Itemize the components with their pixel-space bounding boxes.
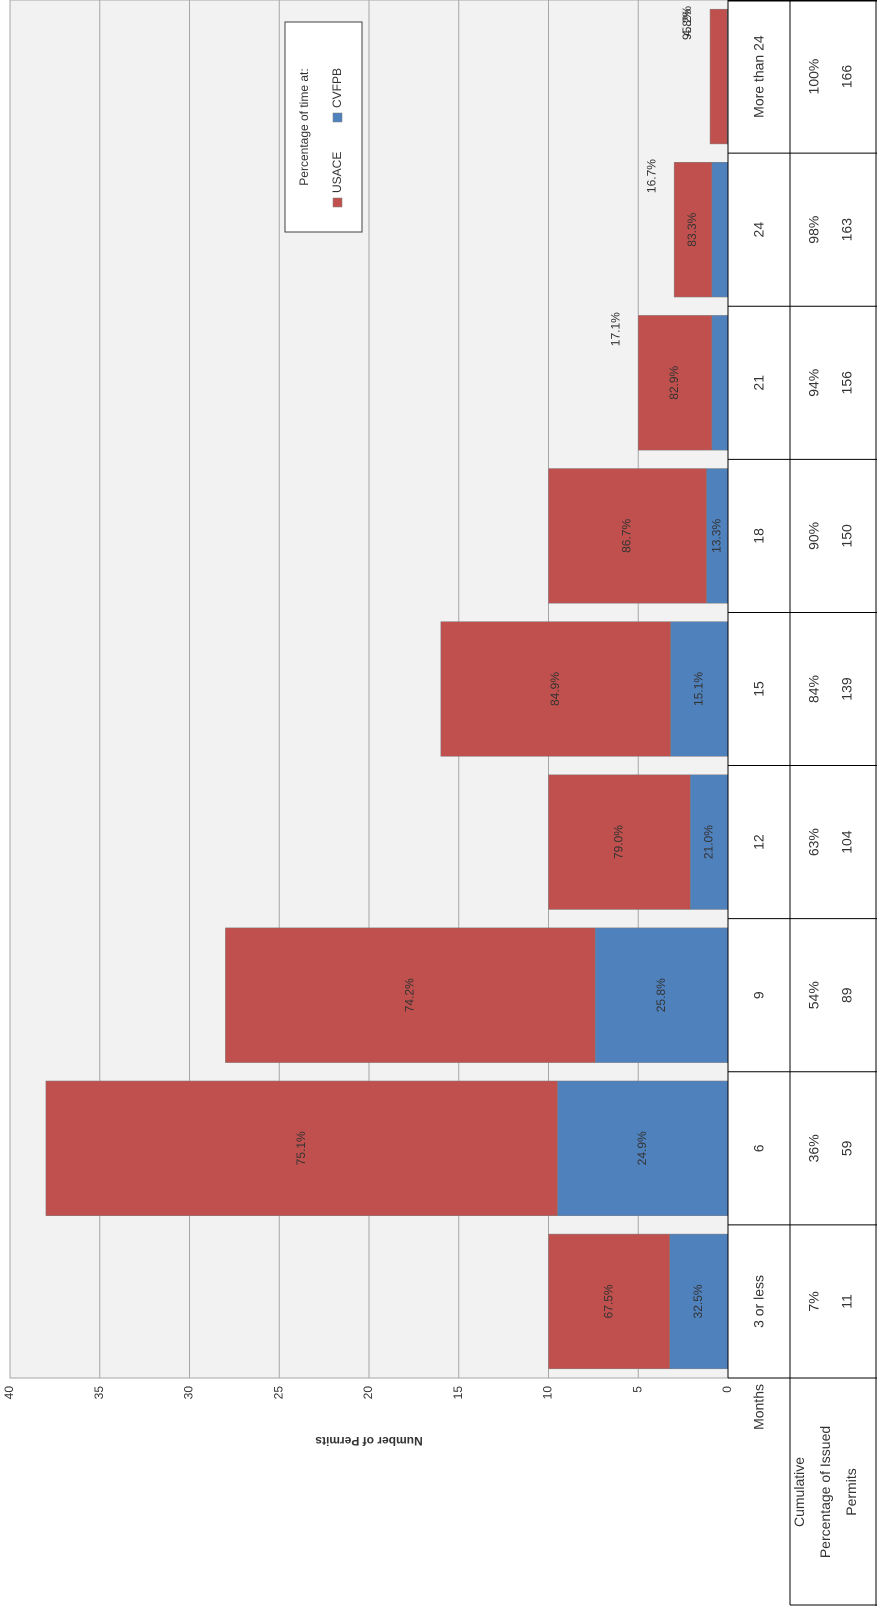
data-label: 15.1%: [691, 672, 705, 706]
data-label: 86.7%: [620, 519, 634, 553]
bar-segment: [709, 8, 728, 145]
x-tick-label: 24: [751, 222, 767, 238]
x-tick-label: 12: [751, 834, 767, 850]
x-tick-label: More than 24: [751, 35, 767, 118]
data-label: 13.3%: [709, 519, 723, 553]
legend-label: USACE: [330, 152, 344, 193]
y-tick-label: 25: [271, 1386, 285, 1400]
data-label: 4.8%: [680, 9, 694, 37]
legend-box: [284, 21, 363, 233]
table-cell: 54%: [806, 981, 822, 1009]
table-cell: 94%: [806, 369, 822, 397]
bar-segment: [548, 1233, 670, 1370]
data-label: 67.5%: [601, 1284, 615, 1318]
bar-segment: [711, 315, 729, 451]
data-label: 24.9%: [635, 1131, 649, 1165]
y-tick-label: 20: [361, 1386, 375, 1400]
bar-segment: [548, 774, 691, 910]
table-cell: 150: [839, 524, 855, 548]
data-label: 74.2%: [402, 978, 416, 1012]
x-tick-label: 21: [751, 375, 767, 391]
data-label: 17.1%: [608, 312, 622, 346]
y-tick-label: 40: [2, 1386, 16, 1400]
bar-segment: [638, 315, 713, 451]
y-tick-label: 5: [630, 1386, 644, 1393]
y-tick-label: 15: [451, 1386, 465, 1400]
x-tick-label: 15: [751, 681, 767, 697]
bar-segment: [45, 1080, 558, 1216]
data-label: 79.0%: [612, 825, 626, 859]
table-cell: 100%: [806, 59, 822, 95]
table-cell: 98%: [806, 216, 822, 244]
y-tick-label: 10: [541, 1386, 555, 1400]
x-tick-label: 18: [751, 528, 767, 544]
legend-swatch: [332, 197, 343, 208]
legend-title: Percentage of time at:: [297, 68, 311, 185]
table-cell: 166: [839, 65, 855, 89]
data-label: 25.8%: [654, 978, 668, 1012]
row-header: Cumulative Percentage of Issued Permits: [791, 1426, 859, 1558]
table-cell: 36%: [806, 1134, 822, 1162]
table-cell: 63%: [806, 828, 822, 856]
row-header: Months: [751, 1384, 767, 1430]
data-label: 32.5%: [691, 1284, 705, 1318]
data-label: 21.0%: [701, 825, 715, 859]
table-cell: 104: [839, 830, 855, 854]
data-label: 82.9%: [667, 365, 681, 399]
data-label: 83.3%: [685, 212, 699, 246]
data-label: 16.7%: [644, 159, 658, 193]
data-label: 84.9%: [548, 672, 562, 706]
y-tick-label: 35: [92, 1386, 106, 1400]
table-cell: 84%: [806, 675, 822, 703]
table-cell: 59: [839, 1140, 855, 1156]
x-tick-label: 3 or less: [751, 1275, 767, 1328]
table-cell: 89: [839, 987, 855, 1003]
y-tick-label: 0: [720, 1386, 734, 1393]
bar-segment: [548, 468, 707, 604]
table-cell: 11: [839, 1294, 855, 1309]
bar-segment: [440, 621, 671, 757]
legend-swatch: [332, 112, 343, 123]
table-cell: 156: [839, 371, 855, 395]
legend-label: CVFPB: [330, 68, 344, 108]
table-cell: 163: [839, 218, 855, 242]
table-cell: 90%: [806, 522, 822, 550]
bar-segment: [673, 162, 713, 298]
x-tick-label: 6: [751, 1144, 767, 1152]
bar-segment: [711, 162, 729, 298]
data-label: 95.2%: [680, 6, 694, 40]
table-cell: 7%: [806, 1291, 822, 1311]
data-label: 75.1%: [294, 1131, 308, 1165]
y-tick-label: 30: [182, 1386, 196, 1400]
table-cell: 139: [839, 677, 855, 701]
x-tick-label: 9: [751, 991, 767, 999]
bar-segment: [225, 927, 596, 1063]
axis-title: Number of Permits: [315, 1434, 423, 1448]
